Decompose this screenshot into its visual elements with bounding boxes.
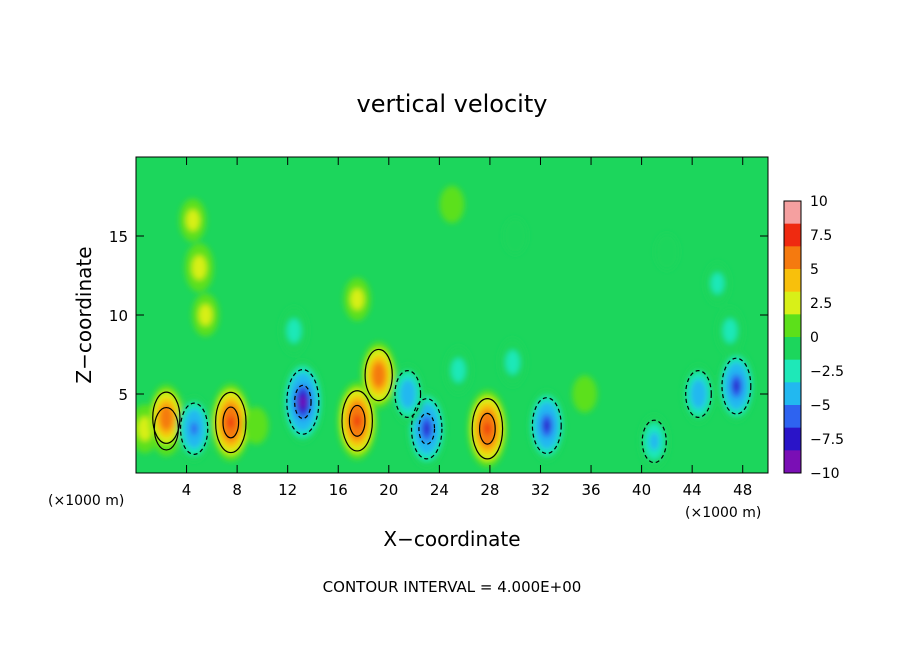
plot-area xyxy=(136,157,768,473)
field-cell xyxy=(186,209,200,231)
colorbar-tick-label: 2.5 xyxy=(810,296,832,312)
field-cell xyxy=(502,217,528,255)
colorbar-tick-label: 0 xyxy=(810,330,819,346)
colorbar-swatch xyxy=(784,246,801,270)
y-axis-label: Z−coordinate xyxy=(72,246,96,383)
colorbar-tick-label: 10 xyxy=(810,194,828,210)
field-cell xyxy=(243,407,269,445)
contour-line xyxy=(531,397,562,455)
x-axis-label: X−coordinate xyxy=(383,527,520,551)
contour-line xyxy=(418,412,436,445)
colorbar-swatch xyxy=(784,314,801,338)
x-unit-right: (×1000 m) xyxy=(685,505,761,521)
field-cell xyxy=(299,396,306,408)
colorbar-frame xyxy=(783,200,802,474)
x-tick-label: 4 xyxy=(182,481,192,499)
x-tick-label: 32 xyxy=(531,481,550,499)
field-cell xyxy=(505,350,520,375)
field-cells xyxy=(136,185,755,469)
x-axis-ticks: 4 8 12 16 20 24 28 32 36 40 44 48 xyxy=(182,157,752,499)
contour-line xyxy=(394,370,422,419)
y-tick-label: 5 xyxy=(118,386,128,404)
colorbar-tick-label: 7.5 xyxy=(810,228,832,244)
contour-line xyxy=(286,369,320,435)
colorbar-tick-label: −2.5 xyxy=(810,364,844,380)
colorbar: 10 7.5 5 2.5 0 −2.5 −5 −7.5 −10 xyxy=(783,194,844,482)
contour-line xyxy=(215,391,247,454)
field-cell xyxy=(375,368,383,382)
colorbar-swatch xyxy=(784,223,801,247)
colorbar-swatch xyxy=(784,291,801,315)
field-cell xyxy=(722,318,738,343)
x-unit-left: (×1000 m) xyxy=(48,493,124,509)
contour-line xyxy=(222,406,240,439)
field-cell xyxy=(198,304,213,326)
chart-title: vertical velocity xyxy=(357,90,548,118)
field-cell xyxy=(543,419,550,432)
colorbar-swatch xyxy=(784,201,801,225)
field-cell xyxy=(572,375,598,413)
field-cell xyxy=(484,422,491,436)
field-cell xyxy=(227,416,234,429)
y-tick-label: 15 xyxy=(109,228,128,246)
colorbar-swatch xyxy=(784,450,801,474)
contour-line xyxy=(410,398,443,460)
contour-line xyxy=(179,402,209,455)
x-tick-label: 16 xyxy=(329,481,348,499)
colorbar-swatch xyxy=(784,427,801,451)
x-tick-label: 24 xyxy=(430,481,449,499)
contour-interval-note: CONTOUR INTERVAL = 4.000E+00 xyxy=(323,578,582,596)
colorbar-swatch xyxy=(784,359,801,383)
y-tick-label: 10 xyxy=(109,307,128,325)
contour-line xyxy=(294,384,312,420)
colorbar-swatch xyxy=(784,337,801,361)
field-cell xyxy=(649,432,660,451)
contour-line xyxy=(364,348,393,402)
field-cell xyxy=(190,422,198,436)
field-cell xyxy=(733,380,740,393)
field-cell xyxy=(162,411,170,425)
field-cell xyxy=(354,414,361,428)
field-cell xyxy=(710,272,725,295)
colorbar-tick-label: −10 xyxy=(810,466,840,482)
field-cell xyxy=(694,386,703,402)
contour-line xyxy=(478,412,496,445)
x-tick-label: 36 xyxy=(581,481,600,499)
colorbar-swatch xyxy=(784,269,801,293)
x-tick-label: 44 xyxy=(683,481,702,499)
field-cell xyxy=(192,255,207,280)
contour-line xyxy=(685,370,712,419)
contour-line xyxy=(641,419,667,464)
x-tick-label: 12 xyxy=(278,481,297,499)
contour-line xyxy=(721,357,752,415)
field-cell xyxy=(403,386,412,402)
y-axis-ticks: 5 10 15 xyxy=(109,228,768,404)
contour-line xyxy=(348,404,366,437)
colorbar-tick-label: −5 xyxy=(810,398,831,414)
field-cell xyxy=(286,318,302,343)
contour-line xyxy=(152,391,181,444)
x-tick-label: 20 xyxy=(379,481,398,499)
x-tick-label: 48 xyxy=(733,481,752,499)
field-cell xyxy=(654,233,680,271)
contour-line xyxy=(471,398,504,460)
colorbar-tick-label: 5 xyxy=(810,262,819,278)
colorbar-swatch xyxy=(784,405,801,429)
field-cell xyxy=(137,416,153,441)
contour-lines xyxy=(152,348,752,464)
colorbar-swatch xyxy=(784,382,801,406)
x-tick-label: 28 xyxy=(480,481,499,499)
field-cell xyxy=(451,358,466,383)
x-tick-label: 40 xyxy=(632,481,651,499)
field-cell xyxy=(439,185,465,223)
contour-line xyxy=(341,390,373,452)
field-cell xyxy=(350,288,364,310)
x-tick-label: 8 xyxy=(232,481,242,499)
colorbar-tick-label: −7.5 xyxy=(810,432,844,448)
field-cell xyxy=(423,422,430,436)
